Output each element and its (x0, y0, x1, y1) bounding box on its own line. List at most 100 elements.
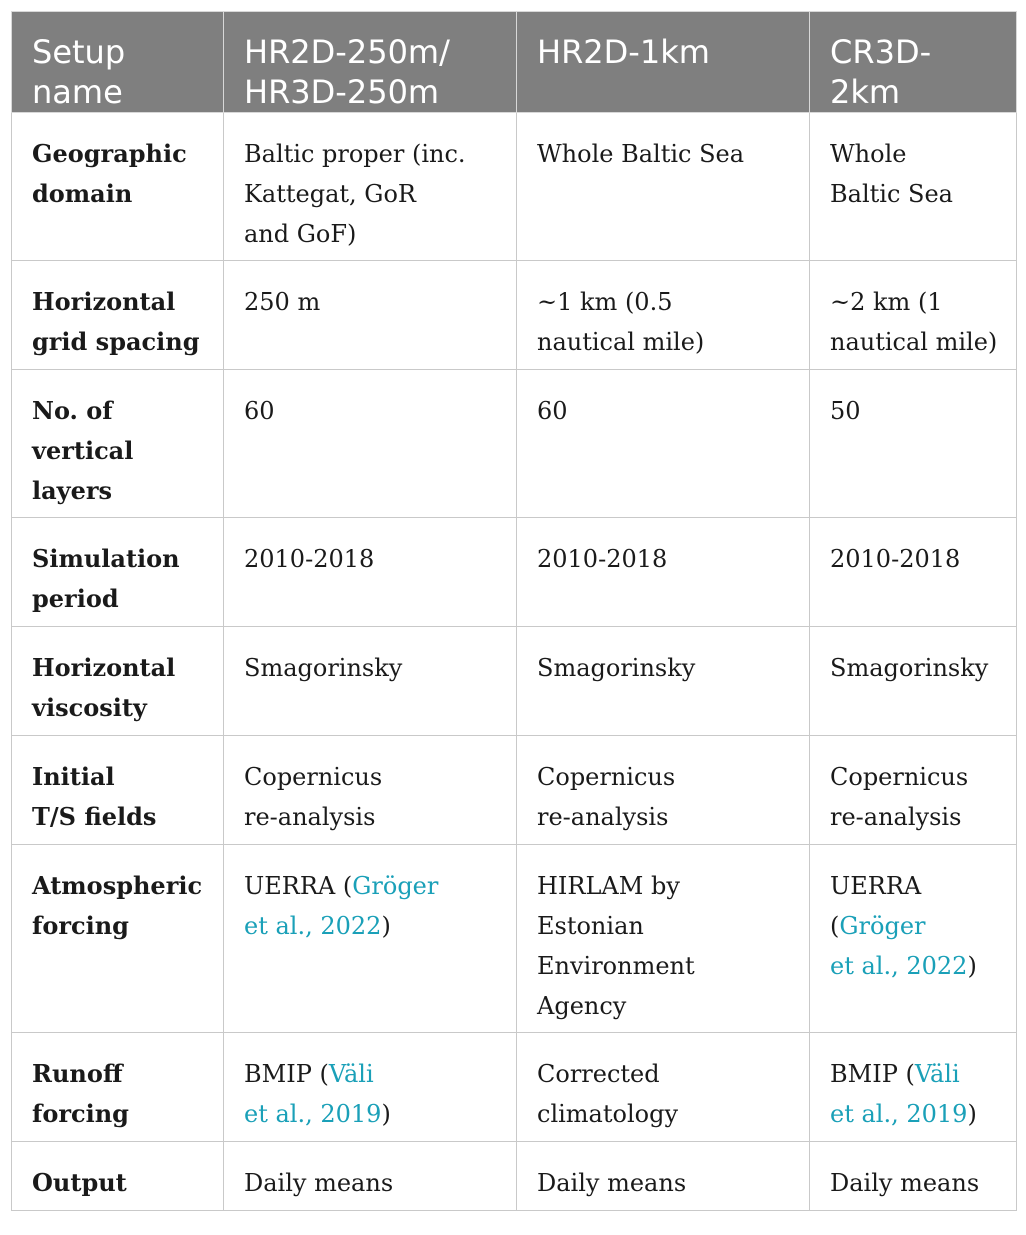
cell-text: UERRA ( (244, 872, 353, 900)
table-row: Geographic domain Baltic proper (inc. Katte… (11, 112, 1017, 261)
cell-text: 50 (830, 397, 861, 425)
cell-text: nautical mile) (537, 328, 705, 356)
cell-line: BMIP (Väli (830, 1054, 1006, 1094)
table-cell: 60 (223, 369, 517, 518)
row-label-text: No. of (32, 396, 113, 425)
header-text: name (32, 73, 123, 111)
row-label: Output (11, 1141, 224, 1211)
cell-text: 60 (537, 397, 568, 425)
cell-text: re-analysis (830, 803, 962, 831)
cell-text: Daily means (537, 1169, 687, 1197)
cell-text: Baltic Sea (830, 180, 953, 208)
cell-text: BMIP ( (244, 1060, 329, 1088)
cell-line: Daily means (244, 1163, 506, 1203)
table-cell: UERRA (Gröger et al., 2022) (809, 844, 1017, 1033)
table-cell: Daily means (809, 1141, 1017, 1211)
cell-line: BMIP (Väli (244, 1054, 506, 1094)
row-label-text: Simulation (32, 544, 180, 573)
citation-link[interactable]: et al., 2019 (830, 1100, 968, 1128)
header-text: HR2D-1km (537, 33, 710, 71)
cell-text: Smagorinsky (830, 654, 989, 682)
cell-text: Smagorinsky (244, 654, 403, 682)
citation-link[interactable]: et al., 2022 (830, 952, 968, 980)
cell-line: et al., 2019) (244, 1094, 506, 1134)
cell-line: 2010-2018 (244, 539, 506, 579)
cell-line: 250 m (244, 282, 506, 322)
cell-line: Whole Baltic Sea (537, 134, 799, 174)
cell-text: Corrected (537, 1060, 660, 1088)
cell-line: Smagorinsky (537, 648, 799, 688)
cell-text: ( (830, 912, 840, 940)
cell-line: nautical mile) (537, 322, 799, 362)
table-cell: Corrected climatology (516, 1032, 810, 1142)
cell-line: re-analysis (830, 797, 1006, 837)
table-cell: Baltic proper (inc. Kattegat, GoR and GoF) (223, 112, 517, 261)
cell-line: ~1 km (0.5 (537, 282, 799, 322)
cell-line: Smagorinsky (830, 648, 1006, 688)
citation-link[interactable]: Väli (914, 1060, 960, 1088)
table-cell: UERRA (Gröger et al., 2022) (223, 844, 517, 1033)
table-cell: 2010-2018 (516, 517, 810, 627)
cell-text: nautical mile) (830, 328, 998, 356)
table-cell: BMIP (Väli et al., 2019) (809, 1032, 1017, 1142)
citation-link[interactable]: et al., 2022 (244, 912, 382, 940)
citation-link[interactable]: et al., 2019 (244, 1100, 382, 1128)
table-row: Initial T/S fields Copernicus re-analysis Co… (11, 735, 1017, 845)
table-row: Horizontal viscosity Smagorinsky Smagorinsk… (11, 626, 1017, 736)
cell-text: 60 (244, 397, 275, 425)
cell-line: (Gröger (830, 906, 1006, 946)
cell-text: 2010-2018 (830, 545, 961, 573)
cell-line: Kattegat, GoR (244, 174, 506, 214)
header-hr2d-250m: HR2D-250m/ HR3D-250m (223, 11, 517, 113)
cell-text: Agency (537, 992, 627, 1020)
table-cell: 50 (809, 369, 1017, 518)
row-label: No. of vertical layers (11, 369, 224, 518)
cell-line: 60 (244, 391, 506, 431)
row-label: Horizontal viscosity (11, 626, 224, 736)
cell-line: Copernicus (537, 757, 799, 797)
header-text: CR3D- (830, 33, 932, 71)
table-cell: Daily means (223, 1141, 517, 1211)
table-row: Output Daily means Daily means Daily means (11, 1141, 1017, 1211)
cell-text: ) (381, 912, 391, 940)
cell-text: Smagorinsky (537, 654, 696, 682)
cell-text: BMIP ( (830, 1060, 915, 1088)
cell-line: Smagorinsky (244, 648, 506, 688)
cell-line: 2010-2018 (537, 539, 799, 579)
cell-line: Whole (830, 134, 1006, 174)
cell-text: UERRA (830, 872, 922, 900)
cell-text: Environment (537, 952, 695, 980)
table-cell: Smagorinsky (809, 626, 1017, 736)
table-cell: 2010-2018 (223, 517, 517, 627)
header-text: HR2D-250m/ (244, 33, 450, 71)
citation-link[interactable]: Gröger (352, 872, 439, 900)
table-cell: 60 (516, 369, 810, 518)
cell-text: ) (967, 952, 977, 980)
table-cell: BMIP (Väli et al., 2019) (223, 1032, 517, 1142)
cell-text: Estonian (537, 912, 644, 940)
citation-link[interactable]: Väli (328, 1060, 374, 1088)
row-label-text: Geographic (32, 139, 187, 168)
cell-line: ~2 km (1 (830, 282, 1006, 322)
table-cell: 2010-2018 (809, 517, 1017, 627)
cell-line: et al., 2022) (244, 906, 506, 946)
header-cr3d-2km: CR3D- 2km (809, 11, 1017, 113)
cell-text: HIRLAM by (537, 872, 680, 900)
cell-text: Whole Baltic Sea (537, 140, 745, 168)
cell-line: Corrected (537, 1054, 799, 1094)
cell-line: and GoF) (244, 214, 506, 254)
cell-line: et al., 2019) (830, 1094, 1006, 1134)
table-cell: Smagorinsky (223, 626, 517, 736)
cell-text: 2010-2018 (537, 545, 668, 573)
row-label-text: forcing (32, 911, 129, 940)
citation-link[interactable]: Gröger (839, 912, 926, 940)
cell-line: UERRA (830, 866, 1006, 906)
table-row: Horizontal grid spacing 250 m ~1 km (0.5 nau… (11, 260, 1017, 370)
model-setup-table: Setup name HR2D-250m/ HR3D-250m HR2D-1km… (11, 11, 1017, 1211)
cell-line: 60 (537, 391, 799, 431)
table-cell: Whole Baltic Sea (809, 112, 1017, 261)
cell-line: re-analysis (244, 797, 506, 837)
row-label-text: T/S fields (32, 802, 157, 831)
cell-text: Copernicus (830, 763, 969, 791)
table-cell: Copernicus re-analysis (809, 735, 1017, 845)
